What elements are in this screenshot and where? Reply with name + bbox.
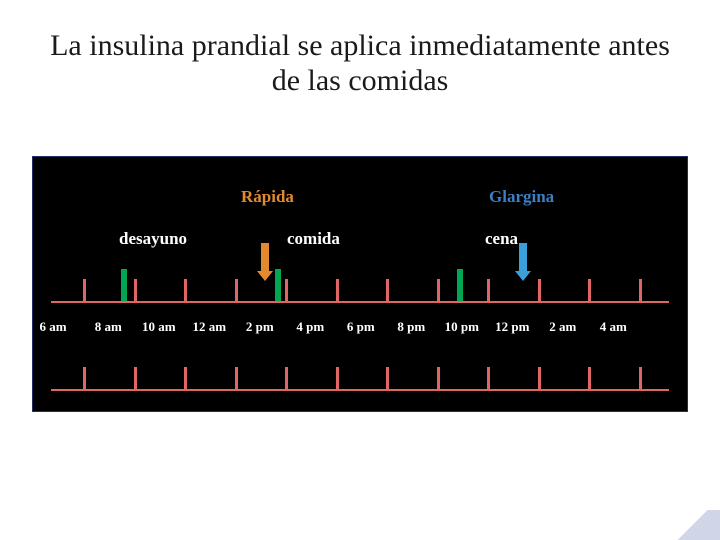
- mealbar-desayuno: [121, 269, 127, 301]
- time-label: 2 pm: [246, 319, 274, 335]
- meal-label-comida: comida: [287, 229, 340, 249]
- arrow-rapida-icon: [261, 243, 269, 271]
- tick: [487, 279, 490, 301]
- mealbar-comida: [275, 269, 281, 301]
- tick: [184, 367, 187, 389]
- time-label: 8 pm: [397, 319, 425, 335]
- time-label: 6 am: [39, 319, 66, 335]
- timeline-top: [51, 301, 669, 303]
- tick: [588, 279, 591, 301]
- tick: [134, 279, 137, 301]
- mealbar-cena: [457, 269, 463, 301]
- timeline-bottom: [51, 389, 669, 391]
- diagram-panel: Rápida Glargina desayuno comida cena 6 a…: [32, 156, 688, 412]
- tick: [83, 367, 86, 389]
- tick: [538, 279, 541, 301]
- tick: [336, 279, 339, 301]
- tick: [437, 279, 440, 301]
- meal-label-cena: cena: [485, 229, 518, 249]
- tick: [639, 279, 642, 301]
- time-label: 4 am: [600, 319, 627, 335]
- tick: [487, 367, 490, 389]
- legend-glargina: Glargina: [489, 187, 554, 207]
- tick: [134, 367, 137, 389]
- time-label: 2 am: [549, 319, 576, 335]
- time-label: 6 pm: [347, 319, 375, 335]
- time-labels: 6 am 8 am 10 am 12 am 2 pm 4 pm 6 pm 8 pm 10 pm 1…: [33, 319, 687, 335]
- tick: [285, 367, 288, 389]
- time-label: 12 am: [192, 319, 226, 335]
- legend-rapida: Rápida: [241, 187, 294, 207]
- tick: [184, 279, 187, 301]
- time-label: 10 pm: [445, 319, 479, 335]
- arrow-glargina-icon: [519, 243, 527, 271]
- time-label: 10 am: [142, 319, 176, 335]
- tick: [588, 367, 591, 389]
- meal-label-desayuno: desayuno: [119, 229, 187, 249]
- tick: [437, 367, 440, 389]
- corner-fold-icon: [666, 510, 720, 540]
- tick: [285, 279, 288, 301]
- tick: [235, 367, 238, 389]
- tick: [83, 279, 86, 301]
- tick: [386, 279, 389, 301]
- tick: [336, 367, 339, 389]
- tick: [386, 367, 389, 389]
- tick: [235, 279, 238, 301]
- time-label: 8 am: [95, 319, 122, 335]
- tick: [538, 367, 541, 389]
- page-title: La insulina prandial se aplica inmediata…: [0, 0, 720, 113]
- time-label: 12 pm: [495, 319, 529, 335]
- time-label: 4 pm: [296, 319, 324, 335]
- slide: La insulina prandial se aplica inmediata…: [0, 0, 720, 540]
- tick: [639, 367, 642, 389]
